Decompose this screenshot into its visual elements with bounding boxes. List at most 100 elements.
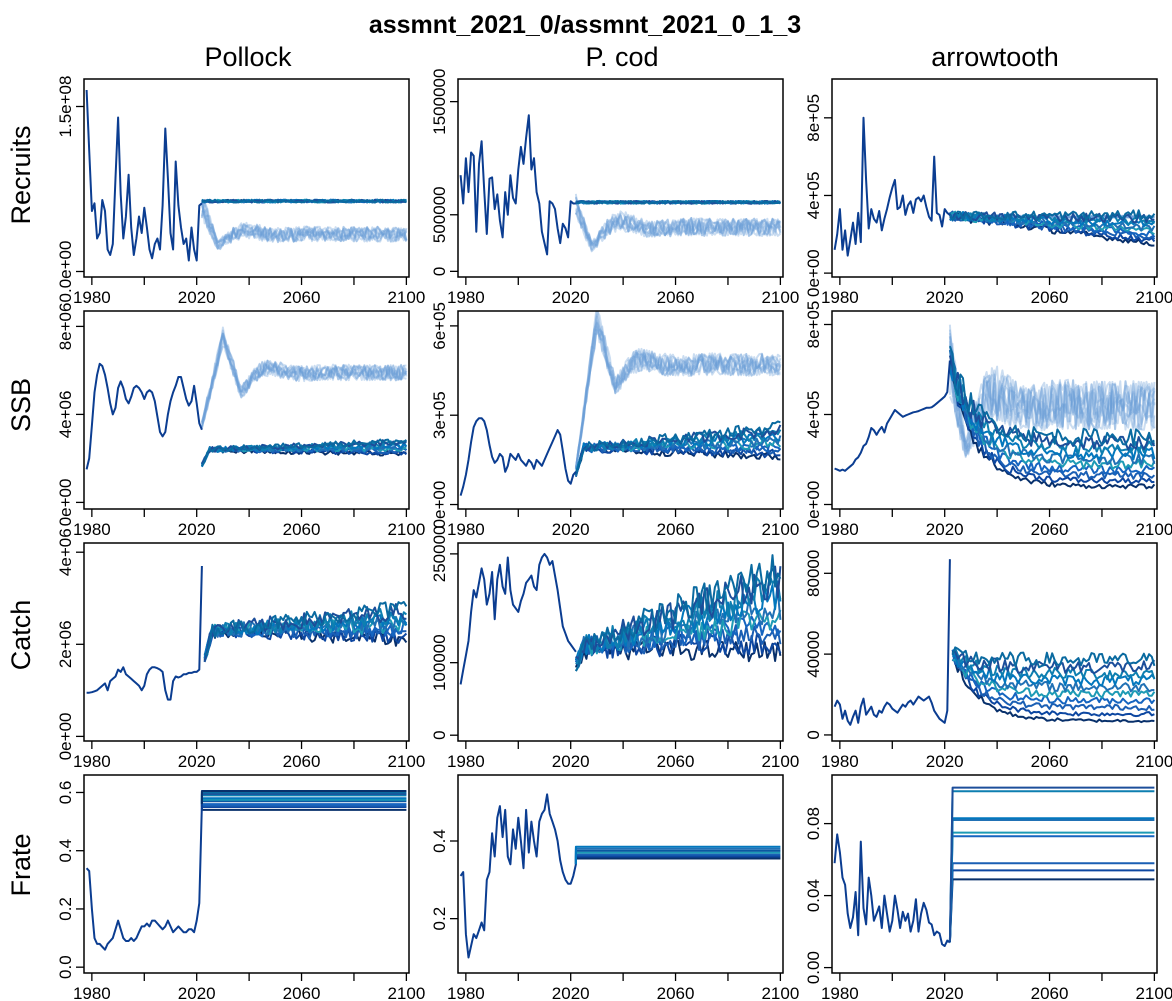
x-tick-label: 2020 <box>552 984 590 1001</box>
projection-light-line <box>201 208 408 251</box>
series-group <box>459 552 782 685</box>
historical-line <box>834 360 951 472</box>
projection-light-line <box>574 321 782 470</box>
x-tick-label: 1980 <box>73 288 111 307</box>
projection-light-line <box>574 320 782 471</box>
x-tick-label: 1980 <box>447 752 485 771</box>
projection-light-line <box>200 333 408 427</box>
x-tick-label: 1980 <box>73 520 111 539</box>
projection-line <box>951 649 1155 724</box>
x-tick-label: 2100 <box>387 984 425 1001</box>
projection-light-line <box>574 315 782 470</box>
projection-light-line <box>574 326 782 470</box>
x-tick-label: 2100 <box>387 752 425 771</box>
chart-panels: 1980 2020 2060 2100 0.0e+00 1.5e+08 1980 2020 20… <box>56 69 1172 1001</box>
projection-line <box>574 429 782 475</box>
projection-light-line <box>575 206 781 249</box>
projection-line <box>574 637 782 668</box>
panel-ssb-2: 1980 2020 2060 2100 0e+00 3e+05 6e+05 <box>430 302 799 539</box>
panel-recruits-2: 1980 2020 2060 2100 0 500000 1500000 <box>430 69 799 307</box>
figure-title: assmnt_2021_0/assmnt_2021_0_1_3 <box>369 11 801 39</box>
projection-light-line <box>200 198 408 245</box>
x-tick-label: 2060 <box>1031 984 1069 1001</box>
projection-line <box>574 857 781 865</box>
x-tick-label: 2020 <box>178 984 216 1001</box>
panel-frate-2: 1980 2020 2060 2100 0.2 0.4 <box>430 774 799 1001</box>
x-tick-label: 2100 <box>761 752 799 771</box>
projection-line <box>948 349 1156 466</box>
panel-ssb-1: 1980 2020 2060 2100 0e+00 4e+06 8e+06 <box>56 303 425 539</box>
y-tick-label: 0e+00 <box>804 249 823 297</box>
x-tick-label: 2020 <box>552 520 590 539</box>
x-tick-label: 1980 <box>821 520 859 539</box>
y-tick-label: 40000 <box>804 630 823 677</box>
y-tick-label: 100000 <box>430 634 449 691</box>
projection-line <box>201 438 407 467</box>
x-tick-label: 2060 <box>283 288 321 307</box>
projection-light-line <box>200 335 407 423</box>
projection-light-line <box>200 335 408 430</box>
panel-catch-1: 1980 2020 2060 2100 0e+00 2e+06 4e+06 <box>56 528 425 771</box>
projection-light-line <box>948 329 1156 457</box>
x-tick-label: 2060 <box>1031 752 1069 771</box>
panel-frame <box>831 78 1158 278</box>
column-title-pollock: Pollock <box>204 42 292 72</box>
projection-light-line <box>200 202 407 244</box>
x-tick-label: 1980 <box>447 288 485 307</box>
projection-light-line <box>200 199 408 244</box>
series-group <box>86 565 408 701</box>
x-tick-label: 1980 <box>73 984 111 1001</box>
panel-frate-1: 1980 2020 2060 2100 0.0 0.2 0.4 0.6 <box>56 774 425 1001</box>
y-tick-label: 0.08 <box>804 807 823 840</box>
projection-line <box>948 209 1156 222</box>
y-tick-label: 500000 <box>430 186 449 243</box>
y-tick-label: 0e+00 <box>804 481 823 529</box>
y-tick-label: 4e+05 <box>804 172 823 220</box>
x-tick-label: 2100 <box>1135 520 1172 539</box>
row-label-catch: Catch <box>6 600 36 671</box>
projection-line <box>948 345 1155 446</box>
series-group <box>833 116 1156 257</box>
x-tick-label: 2060 <box>283 752 321 771</box>
panel-frame <box>83 542 410 742</box>
y-tick-label: 4e+06 <box>56 528 75 576</box>
projection-light-line <box>948 341 1156 454</box>
y-tick-label: 8e+05 <box>804 94 823 142</box>
x-tick-label: 2060 <box>1031 520 1069 539</box>
x-tick-label: 2100 <box>1135 288 1172 307</box>
x-tick-label: 1980 <box>447 520 485 539</box>
projection-light-line <box>200 201 408 250</box>
historical-line <box>459 417 577 496</box>
projection-light-line <box>574 328 782 469</box>
x-tick-label: 2060 <box>657 520 695 539</box>
projection-light-line <box>574 207 782 247</box>
projection-light-line <box>574 212 782 253</box>
x-tick-label: 2020 <box>178 752 216 771</box>
series-group <box>85 326 408 470</box>
panel-frame <box>457 310 784 510</box>
projection-light-line <box>575 202 782 248</box>
x-tick-label: 2060 <box>657 288 695 307</box>
projection-light-line <box>200 345 408 427</box>
projection-light-line <box>200 201 408 250</box>
y-tick-label: 4e+05 <box>804 391 823 439</box>
projection-line <box>952 650 1156 675</box>
projection-line <box>948 790 1155 943</box>
projection-line <box>201 198 407 204</box>
y-tick-label: 0.00 <box>804 951 823 984</box>
projection-light-line <box>574 311 782 469</box>
projection-light-line <box>948 336 1156 444</box>
panel-frame <box>457 78 784 278</box>
projection-line <box>951 646 1156 669</box>
column-title-arrowtooth: arrowtooth <box>931 42 1059 72</box>
projection-line <box>948 819 1155 943</box>
y-tick-label: 8e+06 <box>56 303 75 351</box>
series-group <box>459 311 782 496</box>
projection-line <box>951 655 1155 718</box>
projection-light-line <box>574 206 782 247</box>
x-tick-label: 2020 <box>926 984 964 1001</box>
y-tick-label: 4e+06 <box>56 391 75 439</box>
column-title-pcod: P. cod <box>585 42 658 72</box>
row-label-recruits: Recruits <box>6 125 36 224</box>
x-tick-label: 2020 <box>178 520 216 539</box>
